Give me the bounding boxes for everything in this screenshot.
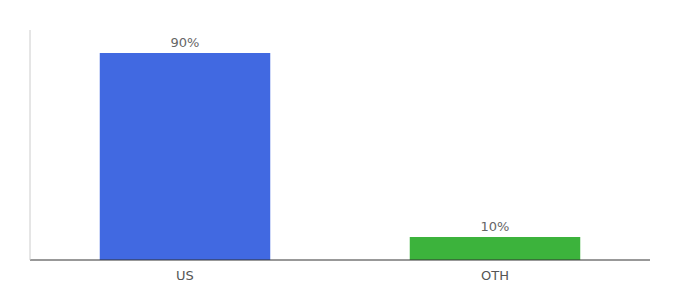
data-label: 90% [171,35,200,50]
y-axis-line [30,30,31,260]
data-label: 10% [481,219,510,234]
bar [100,53,271,260]
x-axis-line [30,260,650,261]
x-tick-label: OTH [481,268,509,283]
x-tick-label: US [176,268,194,283]
bar [410,237,581,260]
chart-svg: US OTH 90% 10% [0,0,680,300]
chart-container: US OTH 90% 10% [0,0,680,300]
bars [100,53,581,260]
